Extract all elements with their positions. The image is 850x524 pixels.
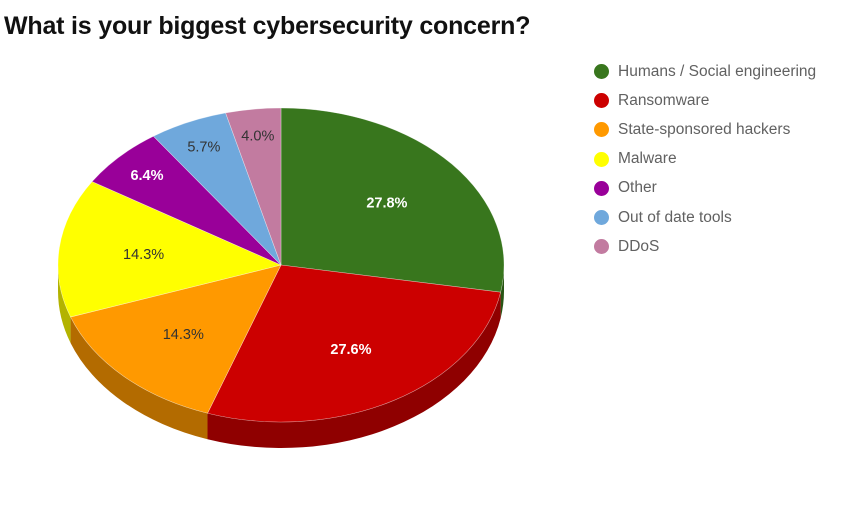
pie-slice-label: 27.6% — [330, 342, 371, 358]
legend-swatch-icon — [594, 93, 609, 109]
legend-label: Out of date tools — [618, 208, 732, 226]
pie-depth-layer — [58, 265, 504, 448]
legend-label: Humans / Social engineering — [618, 62, 817, 80]
pie-slice-label: 4.0% — [241, 129, 274, 145]
legend-swatch-icon — [594, 239, 609, 255]
legend-item-malware[interactable]: Malware — [594, 145, 816, 174]
pie-labels: 27.8% 27.6% 14.3% 14.3% 6.4% 5.7% 4.0% — [123, 129, 408, 358]
legend-item-humans[interactable]: Humans / Social engineering — [594, 57, 816, 86]
pie-slice-label: 27.8% — [366, 195, 407, 211]
pie-slice-side — [70, 316, 208, 440]
pie-slice[interactable] — [57, 181, 282, 318]
pie-slice-side — [207, 292, 501, 448]
legend-label: State-sponsored hackers — [618, 120, 791, 138]
legend-swatch-icon — [594, 151, 609, 167]
legend-swatch-icon — [594, 122, 609, 138]
pie-slice[interactable] — [225, 107, 282, 266]
pie-slice[interactable] — [70, 264, 282, 414]
legend-item-other[interactable]: Other — [594, 174, 816, 203]
pie-slice[interactable] — [207, 264, 501, 423]
legend-swatch-icon — [594, 210, 609, 226]
legend: Humans / Social engineering Ransomware S… — [594, 57, 816, 261]
legend-label: Malware — [618, 150, 677, 168]
legend-label: DDoS — [618, 237, 660, 255]
legend-item-ransomware[interactable]: Ransomware — [594, 86, 816, 115]
pie-slice-label: 14.3% — [163, 327, 204, 343]
legend-label: Ransomware — [618, 91, 710, 109]
legend-item-ddos[interactable]: DDoS — [594, 232, 816, 261]
pie-slice-side — [58, 265, 71, 343]
legend-item-state-sponsored[interactable]: State-sponsored hackers — [594, 115, 816, 144]
pie-slices — [57, 107, 505, 423]
legend-label: Other — [618, 179, 657, 197]
pie-slice-label: 14.3% — [123, 247, 164, 263]
pie-slice-label: 6.4% — [130, 168, 163, 184]
legend-swatch-icon — [594, 64, 609, 80]
pie-slice-side — [500, 265, 504, 319]
legend-swatch-icon — [594, 180, 609, 196]
pie-slice[interactable] — [280, 107, 505, 293]
chart-title: What is your biggest cybersecurity conce… — [4, 12, 531, 40]
legend-item-out-of-date-tools[interactable]: Out of date tools — [594, 203, 816, 232]
pie-slice-label: 5.7% — [187, 140, 220, 156]
